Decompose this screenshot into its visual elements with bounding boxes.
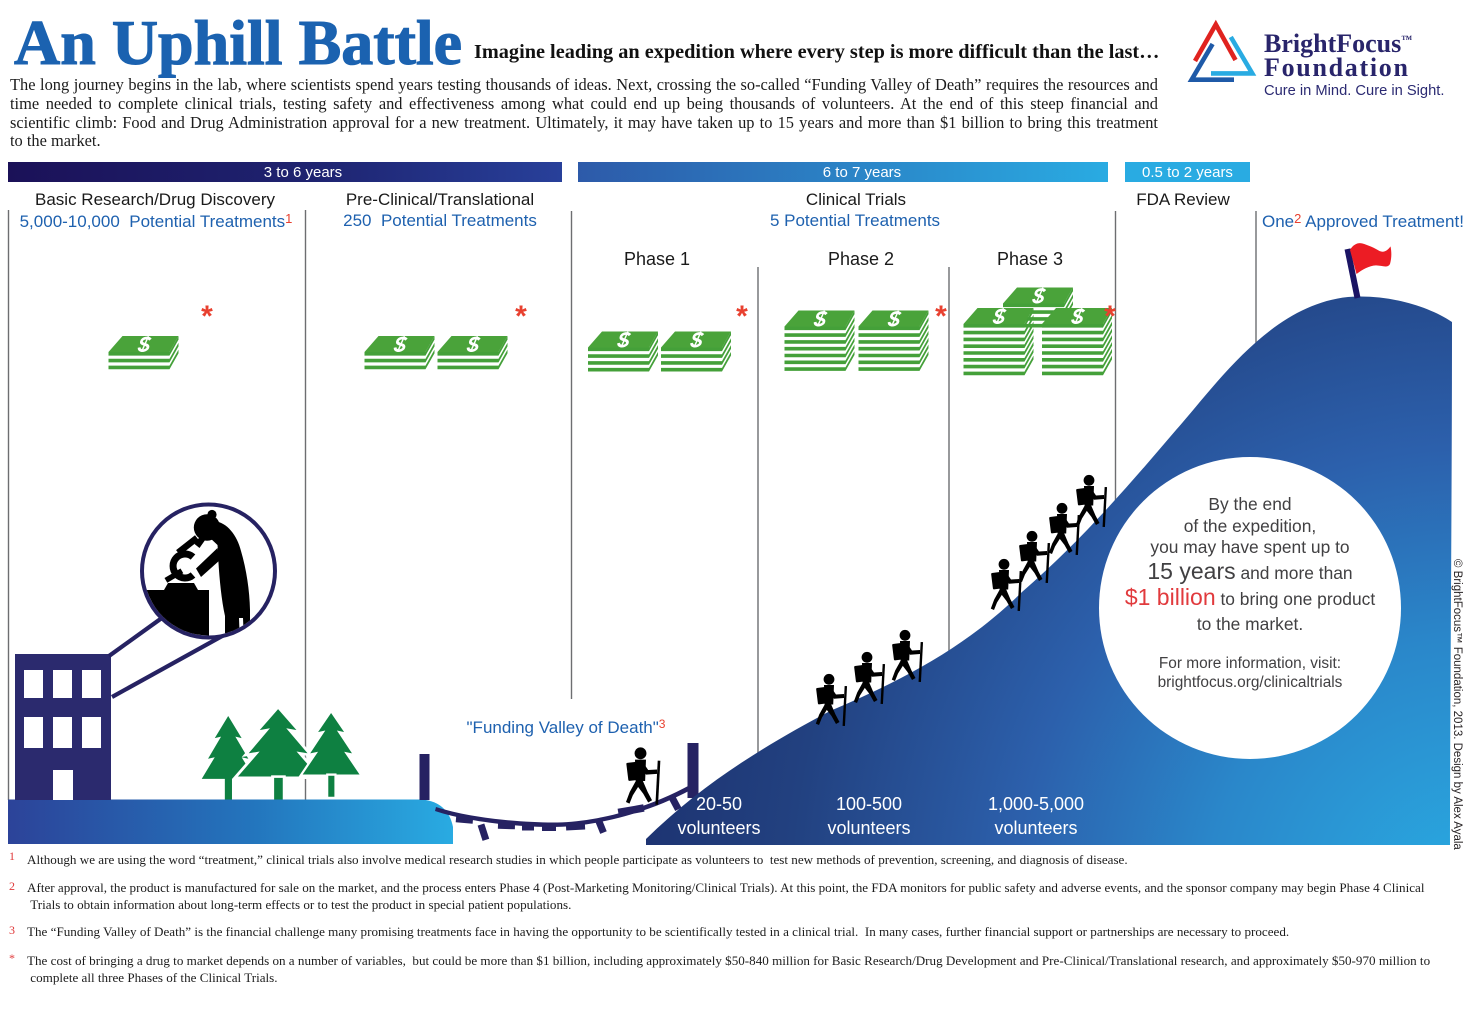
svg-text:*: * [515, 300, 527, 333]
svg-text:*: * [1104, 300, 1116, 333]
svg-text:*: * [736, 300, 748, 333]
svg-text:*: * [201, 300, 213, 333]
svg-text:*: * [935, 300, 947, 333]
